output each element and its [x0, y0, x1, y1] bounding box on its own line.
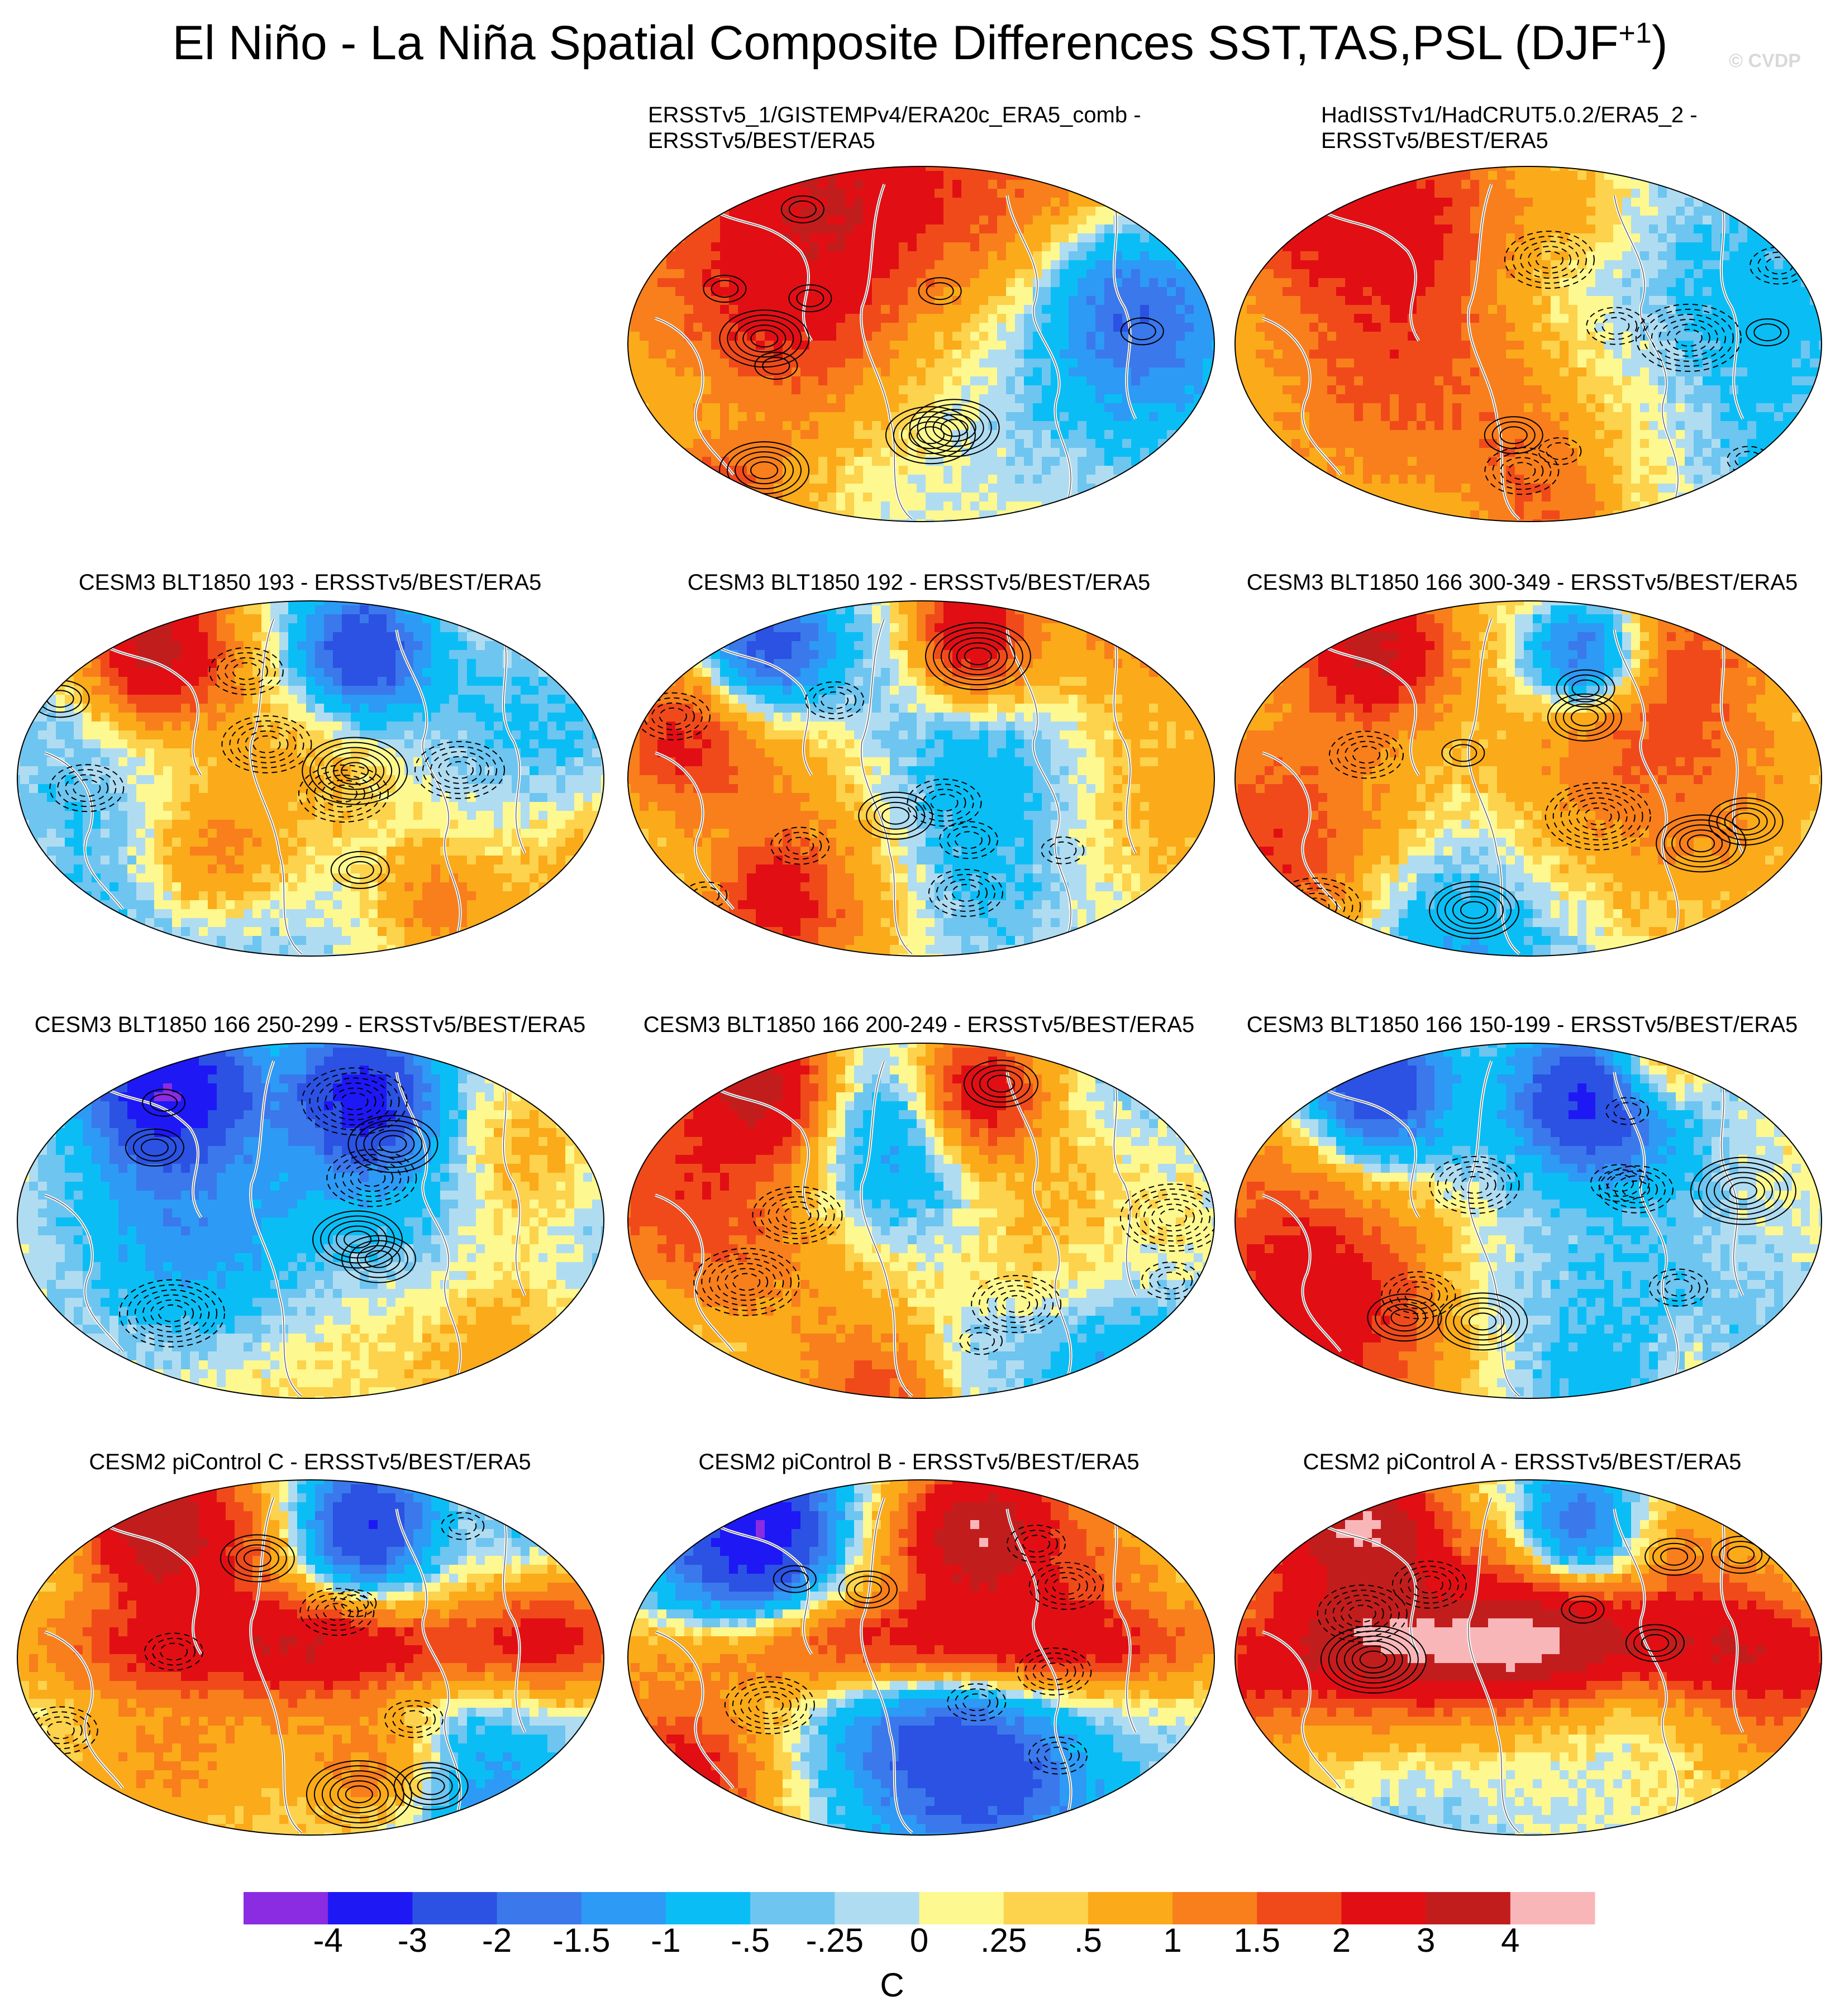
map-panel-8	[1234, 1043, 1822, 1399]
panel-7-title: CESM3 BLT1850 166 200-249 - ERSSTv5/BEST…	[598, 1012, 1240, 1038]
colorbar-box-0	[244, 1892, 328, 1924]
map-panel-10	[627, 1479, 1215, 1836]
map-panel-11	[1234, 1479, 1822, 1836]
colorbar-tick-label: 1.5	[1218, 1921, 1296, 1960]
map-panel-7	[627, 1043, 1215, 1399]
colorbar-box-10	[1088, 1892, 1173, 1924]
colorbar-box-9	[1003, 1892, 1089, 1924]
colorbar-box-5	[665, 1892, 751, 1924]
colorbar-box-3	[497, 1892, 582, 1924]
map-panel-5	[1234, 600, 1822, 957]
colorbar-box-2	[412, 1892, 498, 1924]
figure-title-main: El Niño - La Niña Spatial Composite Diff…	[173, 16, 1619, 70]
map-panel-6	[17, 1043, 604, 1399]
colorbar-box-15	[1510, 1892, 1595, 1924]
colorbar-box-8	[919, 1892, 1004, 1924]
panel-2-title-line1: HadISSTv1/HadCRUT5.0.2/ERA5_2 -	[1321, 102, 1698, 128]
colorbar-tick-label: 1	[1133, 1921, 1212, 1960]
panel-1-title-line1: ERSSTv5_1/GISTEMPv4/ERA20c_ERA5_comb -	[648, 102, 1141, 128]
watermark: © CVDP	[1729, 50, 1801, 72]
map-panel-9	[17, 1479, 604, 1836]
panel-1-title-line2: ERSSTv5/BEST/ERA5	[648, 128, 1141, 154]
colorbar-tick-label: 4	[1471, 1921, 1550, 1960]
colorbar-box-11	[1172, 1892, 1257, 1924]
colorbar-tick-label: 3	[1387, 1921, 1465, 1960]
colorbar-units: C	[864, 1966, 920, 2004]
colorbar-box-12	[1257, 1892, 1342, 1924]
panel-10-title: CESM2 piControl B - ERSSTv5/BEST/ERA5	[598, 1449, 1240, 1475]
colorbar-box-1	[328, 1892, 413, 1924]
colorbar-tick-label: -3	[373, 1921, 451, 1960]
colorbar-tick-label: 0	[880, 1921, 959, 1960]
colorbar-tick-label: -.5	[711, 1921, 789, 1960]
colorbar-tick-label: -1.5	[542, 1921, 621, 1960]
panel-3-title: CESM3 BLT1850 193 - ERSSTv5/BEST/ERA5	[0, 570, 631, 595]
figure-title-superscript: +1	[1619, 17, 1652, 49]
panel-2-title-line2: ERSSTv5/BEST/ERA5	[1321, 128, 1698, 154]
colorbar-tick-label: .25	[965, 1921, 1043, 1960]
map-panel-4	[627, 600, 1215, 957]
colorbar-box-4	[581, 1892, 666, 1924]
map-panel-1	[627, 166, 1215, 522]
colorbar-tick-label: -4	[289, 1921, 367, 1960]
panel-4-title: CESM3 BLT1850 192 - ERSSTv5/BEST/ERA5	[598, 570, 1240, 595]
colorbar-box-14	[1426, 1892, 1511, 1924]
panel-9-title: CESM2 piControl C - ERSSTv5/BEST/ERA5	[0, 1449, 631, 1475]
colorbar-tick-label: 2	[1302, 1921, 1380, 1960]
colorbar-box-13	[1341, 1892, 1427, 1924]
panel-2-title: HadISSTv1/HadCRUT5.0.2/ERA5_2 - ERSSTv5/…	[1321, 102, 1698, 154]
panel-8-title: CESM3 BLT1850 166 150-199 - ERSSTv5/BEST…	[1201, 1012, 1840, 1038]
map-panel-2	[1234, 166, 1822, 522]
colorbar-box-6	[750, 1892, 835, 1924]
colorbar-tick-label: .5	[1049, 1921, 1127, 1960]
panel-5-title: CESM3 BLT1850 166 300-349 - ERSSTv5/BEST…	[1201, 570, 1840, 595]
map-panel-3	[17, 600, 604, 957]
figure-title: El Niño - La Niña Spatial Composite Diff…	[0, 16, 1840, 71]
panel-6-title: CESM3 BLT1850 166 250-299 - ERSSTv5/BEST…	[0, 1012, 631, 1038]
panel-11-title: CESM2 piControl A - ERSSTv5/BEST/ERA5	[1201, 1449, 1840, 1475]
panel-1-title: ERSSTv5_1/GISTEMPv4/ERA20c_ERA5_comb - E…	[648, 102, 1141, 154]
colorbar-tick-label: -.25	[795, 1921, 874, 1960]
colorbar-tick-label: -1	[627, 1921, 705, 1960]
colorbar-tick-label: -2	[458, 1921, 536, 1960]
figure-title-end: )	[1652, 16, 1668, 70]
colorbar-box-7	[835, 1892, 919, 1924]
